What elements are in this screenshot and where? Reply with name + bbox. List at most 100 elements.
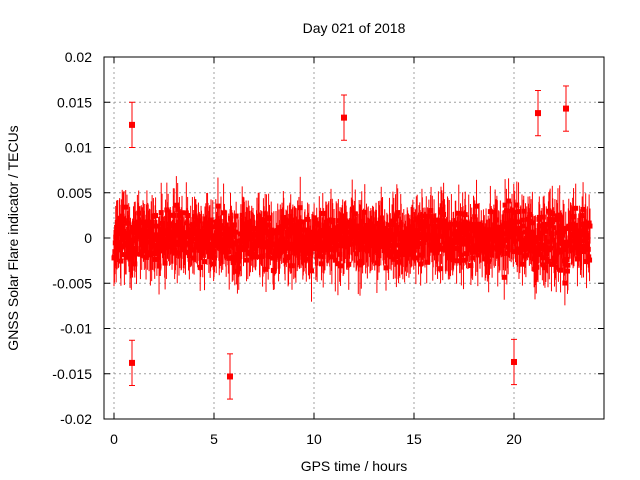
y-tick-label: -0.01 <box>60 321 92 337</box>
data-point <box>428 213 434 219</box>
data-point <box>483 256 489 262</box>
data-point <box>134 251 140 257</box>
data-point <box>532 235 538 241</box>
data-point <box>353 229 359 235</box>
data-point <box>422 235 428 241</box>
data-point <box>171 212 177 218</box>
data-point <box>456 210 462 216</box>
data-point <box>137 219 143 225</box>
data-point <box>158 246 164 252</box>
data-point <box>561 229 567 235</box>
data-point <box>586 220 592 226</box>
data-point <box>474 203 480 209</box>
data-point <box>487 209 493 215</box>
data-point <box>510 231 516 237</box>
data-point <box>276 253 282 259</box>
data-point <box>252 231 258 237</box>
data-point <box>357 225 363 231</box>
data-point <box>417 221 423 227</box>
data-point <box>548 261 554 267</box>
data-point <box>437 224 443 230</box>
x-tick-label: 5 <box>210 431 218 447</box>
data-point <box>392 249 398 255</box>
data-point <box>446 225 452 231</box>
data-point <box>587 223 593 229</box>
data-point <box>563 105 569 112</box>
data-point <box>557 228 563 234</box>
data-point <box>429 243 435 249</box>
data-point <box>215 203 221 209</box>
data-point <box>587 257 593 263</box>
data-point <box>176 212 182 218</box>
data-point <box>234 268 240 274</box>
data-point <box>281 219 287 225</box>
data-point <box>558 223 564 229</box>
data-point <box>527 212 533 218</box>
data-point <box>319 233 325 239</box>
data-point <box>246 219 252 225</box>
data-point <box>290 217 296 223</box>
data-point <box>584 259 590 265</box>
data-point <box>121 218 127 224</box>
data-point <box>427 235 433 241</box>
data-point <box>143 254 149 260</box>
data-point <box>304 236 310 242</box>
data-point <box>503 208 509 214</box>
data-point <box>265 254 271 260</box>
y-tick-label: 0.015 <box>57 94 92 110</box>
data-point <box>129 359 135 366</box>
data-point <box>414 216 420 222</box>
data-point <box>318 228 324 234</box>
data-point <box>390 256 396 262</box>
data-point <box>376 220 382 226</box>
data-point <box>519 217 525 223</box>
data-point <box>540 242 546 248</box>
data-point <box>309 268 315 274</box>
data-point <box>562 260 568 266</box>
data-point <box>343 221 349 227</box>
data-point <box>349 241 355 247</box>
data-point <box>504 250 510 256</box>
data-point <box>279 225 285 231</box>
ticks: -0.02 -0.015 -0.01 -0.005 0 0.005 0.01 0.015 0.0… <box>52 49 604 447</box>
data-point <box>565 262 571 268</box>
data-point <box>502 202 508 208</box>
data-point <box>558 267 564 273</box>
data-point <box>551 225 557 231</box>
data-point <box>352 211 358 217</box>
data-point <box>314 221 320 227</box>
data-point <box>289 263 295 269</box>
data-point <box>540 214 546 220</box>
data-point <box>471 243 477 249</box>
data-point <box>116 239 122 245</box>
data-point <box>419 252 425 258</box>
data-point <box>132 261 138 267</box>
data-point <box>555 216 561 222</box>
data-point <box>174 250 180 256</box>
data-point <box>502 231 508 237</box>
data-point <box>380 222 386 228</box>
data-point <box>129 121 135 128</box>
data-point <box>250 254 256 260</box>
data-point <box>519 261 525 267</box>
data-point <box>509 227 515 233</box>
data-point <box>535 110 541 117</box>
data-point <box>514 202 520 208</box>
data-point <box>202 259 208 265</box>
data-point <box>206 243 212 249</box>
data-point <box>476 225 482 231</box>
data-point <box>470 255 476 261</box>
data-point <box>563 225 569 231</box>
data-point <box>586 254 592 260</box>
data-point <box>468 245 474 251</box>
data-point <box>413 255 419 261</box>
data-point <box>130 224 136 230</box>
data-point <box>126 232 132 238</box>
x-tick-label: 15 <box>406 431 422 447</box>
data-point <box>552 217 558 223</box>
data-point <box>335 261 341 267</box>
data-point <box>231 222 237 228</box>
data-point <box>173 202 179 208</box>
y-axis-label: GNSS Solar Flare indicator / TECUs <box>5 125 21 350</box>
data-point <box>175 206 181 212</box>
